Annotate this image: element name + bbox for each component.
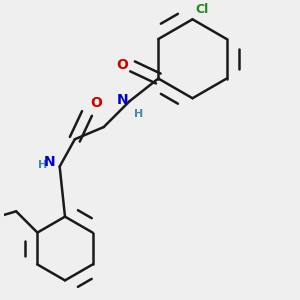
Text: N: N xyxy=(116,93,128,107)
Text: H: H xyxy=(38,160,47,170)
Text: O: O xyxy=(90,96,102,110)
Text: H: H xyxy=(134,109,143,119)
Text: N: N xyxy=(44,155,55,169)
Text: Cl: Cl xyxy=(196,3,209,16)
Text: O: O xyxy=(116,58,128,72)
